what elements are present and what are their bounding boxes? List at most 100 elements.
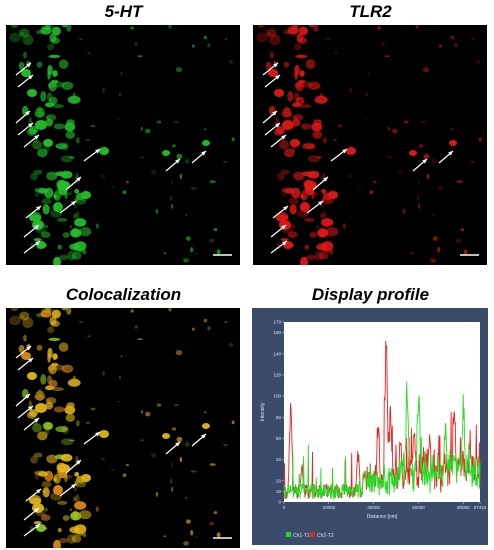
cell-blob (202, 140, 210, 146)
cell-blob (450, 128, 454, 131)
cell-blob (81, 474, 91, 482)
cell-blob (179, 173, 183, 180)
cell-blob (90, 407, 96, 411)
cell-blob (155, 208, 159, 214)
cell-blob (9, 32, 21, 43)
cell-blob (61, 308, 68, 311)
cell-blob (337, 124, 343, 128)
cell-blob (57, 244, 62, 250)
cell-blob (437, 247, 441, 253)
cell-blob (268, 69, 278, 77)
cell-blob (72, 92, 76, 97)
cell-blob (313, 25, 319, 32)
cell-blob (18, 344, 25, 354)
cell-blob (72, 228, 78, 237)
cell-blob (10, 308, 18, 311)
cell-blob (179, 456, 183, 463)
cell-blob (282, 107, 292, 118)
series-line-ch1-t1 (283, 381, 481, 501)
cell-blob (409, 150, 417, 156)
cell-blob (139, 439, 145, 442)
cell-blob (79, 321, 84, 324)
cell-blob (35, 107, 45, 118)
arrow-head (283, 206, 288, 211)
x-axis-label: Distance [nm] (367, 514, 398, 520)
cell-blob (48, 337, 61, 342)
cell-blob (46, 454, 58, 464)
cell-blob (364, 117, 367, 120)
cell-blob (287, 91, 294, 102)
cell-blob (60, 155, 74, 163)
cell-blob (171, 179, 173, 186)
y-tick-label: 0 (278, 500, 281, 505)
cell-blob (66, 308, 72, 315)
cell-blob (20, 31, 25, 36)
cell-blob (102, 371, 105, 376)
cell-blob (269, 34, 281, 46)
cell-blob (60, 438, 74, 446)
cell-blob (130, 26, 134, 30)
y-tick-label: 60 (276, 436, 282, 441)
cell-blob (63, 474, 73, 479)
cell-blob (282, 120, 294, 130)
cell-blob (432, 236, 438, 241)
title-5ht: 5-HT (104, 2, 143, 21)
micrograph-5ht-image (9, 25, 235, 265)
cell-blob (169, 195, 173, 201)
cell-blob (61, 81, 74, 91)
cell-blob (95, 506, 99, 512)
title-colocalization: Colocalization (65, 285, 182, 304)
arrow-head (25, 111, 30, 116)
cell-blob (134, 325, 138, 329)
cell-blob (27, 372, 37, 380)
cell-blob (130, 309, 134, 313)
cell-blob (137, 55, 143, 58)
cell-blob (68, 156, 75, 159)
cell-blob (438, 44, 442, 48)
cell-blob (280, 169, 290, 175)
cell-blob (42, 487, 50, 498)
cell-blob (300, 123, 312, 130)
cell-blob (470, 160, 475, 164)
cell-blob (30, 455, 38, 464)
cell-blob (150, 453, 157, 458)
cell-blob (61, 25, 68, 28)
cell-blob (231, 420, 235, 425)
cell-blob (190, 187, 197, 190)
cell-blob (40, 374, 47, 385)
arrow-head (35, 241, 40, 246)
arrow-head (34, 225, 39, 230)
cell-blob (28, 409, 38, 417)
cell-blob (47, 43, 55, 51)
cell-blob (357, 186, 362, 188)
cell-blob (65, 413, 75, 422)
y-axis-label: Intensity (260, 402, 266, 421)
cell-blob (60, 453, 73, 462)
cell-blob (208, 521, 215, 526)
cell-blob (156, 120, 162, 124)
cell-blob (195, 252, 198, 256)
cell-blob (56, 500, 68, 505)
cell-blob (294, 64, 300, 76)
cell-blob (32, 140, 43, 150)
display-profile-chart: 0 10 20 40 60 80 100 120 140 160 170 0 20000 40000 600… (252, 308, 488, 545)
cell-blob (323, 137, 327, 144)
cell-blob (321, 218, 334, 227)
cell-blob (87, 335, 91, 337)
cell-blob (35, 120, 47, 130)
profile-chart-svg: 0 10 20 40 60 80 100 120 140 160 170 0 20000 40000 600… (260, 320, 487, 540)
cell-blob (75, 493, 80, 504)
legend-swatch-ch2 (310, 532, 315, 537)
cell-blob (195, 535, 198, 539)
cell-blob (203, 411, 207, 414)
cell-blob (305, 59, 316, 69)
cell-blob (184, 441, 190, 447)
cell-blob (224, 321, 228, 324)
cell-blob (37, 431, 48, 441)
cell-blob (329, 250, 334, 255)
arrow-head (35, 524, 40, 529)
cell-blob (176, 153, 183, 160)
cell-blob (455, 238, 462, 243)
cell-blob (203, 318, 208, 323)
micrograph-5ht (6, 25, 240, 265)
